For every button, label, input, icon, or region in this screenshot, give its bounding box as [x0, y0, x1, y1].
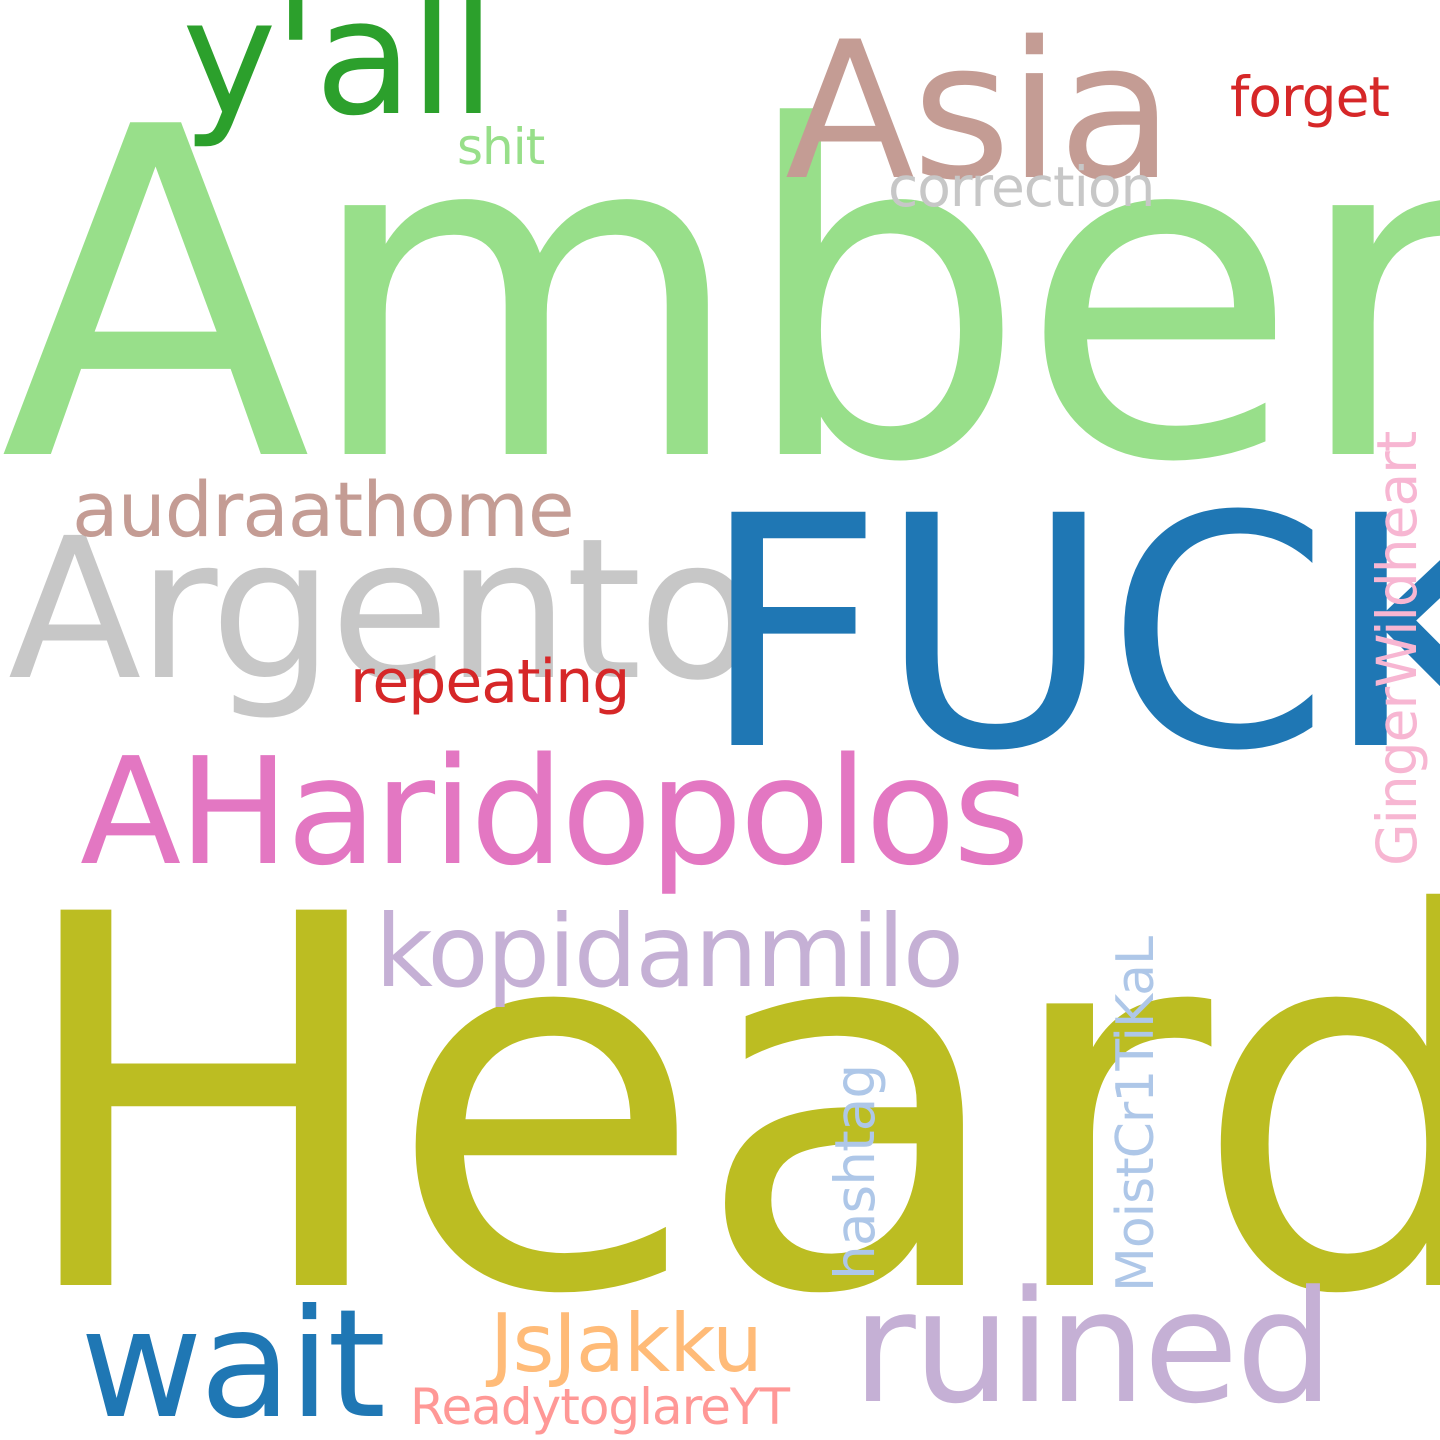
word-readytoglareyt: ReadytoglareYT: [410, 1378, 790, 1436]
word-repeating: repeating: [350, 647, 630, 717]
word-yall: y'all: [182, 0, 496, 151]
word-fuck: FUCK: [700, 449, 1440, 821]
word-ruined: ruined: [852, 1257, 1334, 1438]
word-audraathome: audraathome: [72, 465, 575, 554]
word-heard: Heard: [10, 808, 1440, 1407]
word-kopidanmilo: kopidanmilo: [375, 893, 964, 1010]
word-jsjakku: JsJakku: [490, 1297, 763, 1390]
word-argento: Argento: [8, 496, 757, 723]
word-gingerwildheart: GingerWildheart: [1365, 431, 1429, 866]
word-asia: Asia: [785, 1, 1174, 222]
word-moistcr1tikal: MoistCr1TiKaL: [1106, 936, 1166, 1292]
word-wait: wait: [80, 1278, 386, 1440]
word-hashtag: hashtag: [823, 1064, 887, 1280]
word-aharidopolos: AHaridopolos: [80, 726, 1030, 898]
word-correction: correction: [888, 155, 1155, 219]
word-forget: forget: [1230, 65, 1390, 129]
word-amber: Amber: [0, 33, 1440, 562]
word-shit: shit: [457, 118, 545, 176]
